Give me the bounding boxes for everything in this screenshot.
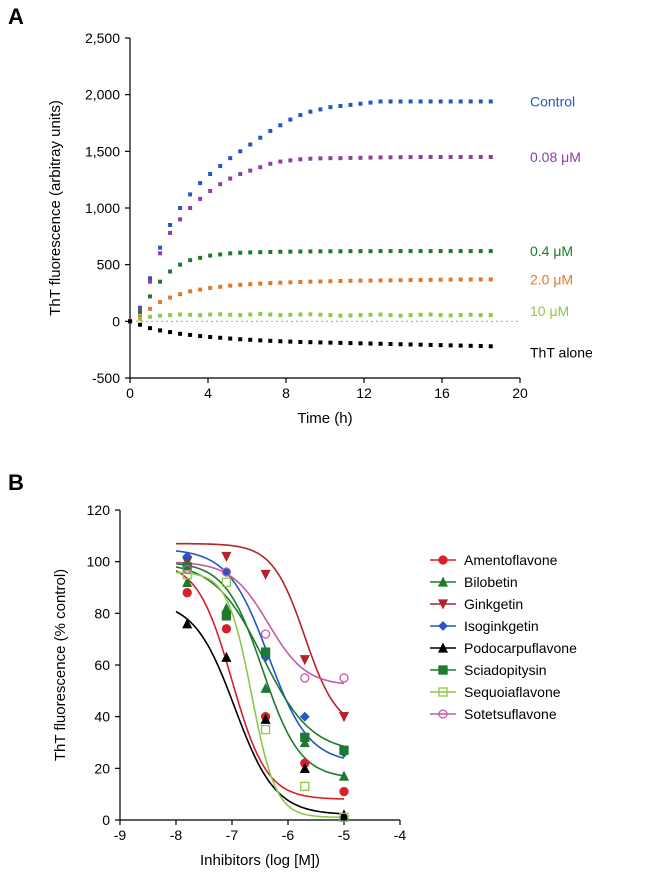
svg-text:Isoginkgetin: Isoginkgetin <box>464 618 539 634</box>
svg-text:2.0 μM: 2.0 μM <box>530 271 573 287</box>
svg-text:Time (h): Time (h) <box>297 410 352 427</box>
svg-text:ThT alone: ThT alone <box>530 344 593 360</box>
svg-text:10 μM: 10 μM <box>530 303 569 319</box>
svg-text:Podocarpuflavone: Podocarpuflavone <box>464 640 577 656</box>
svg-text:-500: -500 <box>92 370 120 386</box>
svg-text:4: 4 <box>204 385 212 401</box>
svg-text:0.4 μM: 0.4 μM <box>530 243 573 259</box>
svg-text:0: 0 <box>112 313 120 329</box>
svg-text:100: 100 <box>87 554 111 570</box>
svg-text:ThT fluorescence (arbitray uni: ThT fluorescence (arbitray units) <box>47 100 64 316</box>
svg-text:Inhibitors (log [M]): Inhibitors (log [M]) <box>200 852 320 869</box>
svg-text:ThT fluorescence (% control): ThT fluorescence (% control) <box>52 569 69 761</box>
svg-text:1,000: 1,000 <box>85 200 120 216</box>
svg-text:-8: -8 <box>170 827 183 843</box>
svg-text:Bilobetin: Bilobetin <box>464 574 518 590</box>
svg-text:8: 8 <box>282 385 290 401</box>
svg-text:0.08 μM: 0.08 μM <box>530 149 581 165</box>
svg-text:0: 0 <box>102 812 110 828</box>
svg-text:Sequoiaflavone: Sequoiaflavone <box>464 684 561 700</box>
svg-text:16: 16 <box>434 385 450 401</box>
svg-text:Amentoflavone: Amentoflavone <box>464 552 558 568</box>
panel-a-chart: 0 4 8 12 16 20 -500 0 500 1,000 1,500 2,000 2,500 Tim… <box>0 18 655 448</box>
svg-text:-9: -9 <box>114 827 127 843</box>
svg-text:Sciadopitysin: Sciadopitysin <box>464 662 547 678</box>
svg-text:Sotetsuflavone: Sotetsuflavone <box>464 706 557 722</box>
panel-b-chart: -9 -8 -7 -6 -5 -4 0 20 40 60 80 100 120 Inhibitors (l… <box>0 490 655 890</box>
svg-text:80: 80 <box>94 605 110 621</box>
svg-text:60: 60 <box>94 657 110 673</box>
svg-text:12: 12 <box>356 385 372 401</box>
svg-text:40: 40 <box>94 709 110 725</box>
svg-text:0: 0 <box>126 385 134 401</box>
svg-text:-6: -6 <box>282 827 295 843</box>
svg-text:500: 500 <box>97 257 121 273</box>
svg-text:120: 120 <box>87 502 111 518</box>
svg-text:1,500: 1,500 <box>85 143 120 159</box>
svg-text:2,000: 2,000 <box>85 87 120 103</box>
svg-text:Control: Control <box>530 93 575 109</box>
svg-text:2,500: 2,500 <box>85 30 120 46</box>
svg-text:-7: -7 <box>226 827 239 843</box>
svg-text:-4: -4 <box>394 827 407 843</box>
svg-text:-5: -5 <box>338 827 351 843</box>
svg-text:20: 20 <box>512 385 528 401</box>
svg-text:20: 20 <box>94 760 110 776</box>
svg-text:Ginkgetin: Ginkgetin <box>464 596 523 612</box>
